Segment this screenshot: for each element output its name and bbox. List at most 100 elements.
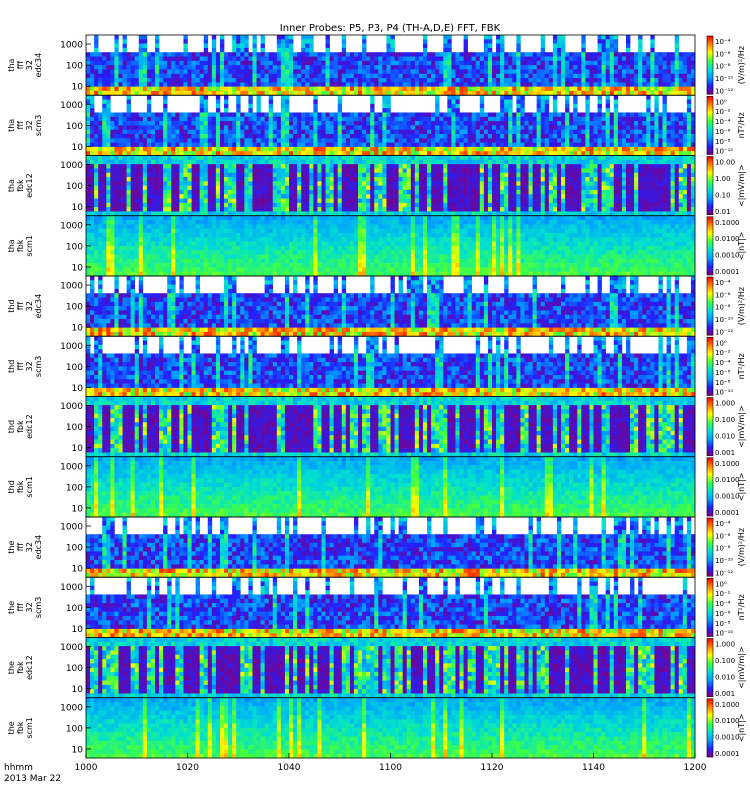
spectrogram-cell [187,189,192,195]
spectrogram-cell [187,52,192,57]
spectrogram-cell [605,52,611,57]
spectrogram-cell [512,125,517,130]
spectrogram-cell [382,138,387,143]
spectrogram-cell [329,142,334,148]
spectrogram-cell [203,142,209,148]
spectrogram-cell [313,159,318,165]
spectrogram-cell [366,172,371,178]
spectrogram-cell [455,65,460,70]
spectrogram-cell [435,99,440,105]
spectrogram-cell [524,211,529,217]
spectrogram-cell [171,112,176,118]
spectrogram-cell [264,112,269,118]
spectrogram-cell [475,189,481,195]
spectrogram-cell [589,138,594,143]
spectrogram-cell [435,121,440,126]
spectrogram-cell [191,202,196,208]
spectrogram-cell [86,82,91,87]
spectrogram-cell [297,202,302,208]
spectrogram-cell [252,164,257,169]
spectrogram-cell [240,172,245,178]
spectrogram-cell [167,73,172,79]
spectrogram-cell [500,133,505,139]
spectrogram-cell [297,86,302,92]
spectrogram-cell [224,65,229,70]
spectrogram-cell [504,146,509,152]
spectrogram-cell [528,112,533,118]
spectrogram-cell [240,73,245,79]
spectrogram-cell [422,86,428,92]
spectrogram-cell [467,211,472,217]
spectrogram-cell [398,69,403,75]
spectrogram-cell [410,52,416,57]
spectrogram-cell [345,69,351,75]
spectrogram-cell [492,198,497,204]
spectrogram-cell [613,116,619,122]
spectrogram-cell [244,125,249,130]
spectrogram-cell [349,202,355,208]
spectrogram-cell [333,155,339,161]
spectrogram-cell [329,177,334,182]
spectrogram-cell [508,207,513,212]
spectrogram-cell [276,73,282,79]
spectrogram-cell [256,65,261,70]
spectrogram-cell [110,185,115,191]
spectrogram-cell [370,155,375,161]
spectrogram-cell [163,202,168,208]
spectrogram-cell [94,198,99,204]
spectrogram-cell [447,151,452,156]
spectrogram-cell [272,177,278,182]
spectrogram-cell [378,121,383,126]
spectrogram-cell [625,69,631,75]
spectrogram-cell [313,177,318,182]
spectrogram-cell [686,129,692,135]
spectrogram-cell [167,129,172,135]
spectrogram-cell [118,185,123,191]
spectrogram-cell [106,116,111,122]
spectrogram-cell [532,159,537,165]
spectrogram-cell [240,207,245,212]
spectrogram-cell [179,73,184,79]
spectrogram-cell [260,82,265,87]
spectrogram-cell [333,125,339,130]
spectrogram-cell [374,112,379,118]
spectrogram-cell [284,103,290,109]
spectrogram-cell [427,90,432,96]
spectrogram-cell [496,142,501,148]
spectrogram-cell [329,181,334,186]
spectrogram-cell [496,82,501,87]
spectrogram-cell [256,103,261,109]
spectrogram-cell [552,99,558,105]
spectrogram-cell [621,65,627,70]
spectrogram-cell [682,151,688,156]
spectrogram-cell [414,168,420,174]
spectrogram-cell [142,69,148,75]
spectrogram-cell [134,90,140,96]
spectrogram-cell [512,56,517,62]
spectrogram-cell [146,164,152,169]
spectrogram-cell [536,69,542,75]
spectrogram-cell [297,189,302,195]
spectrogram-cell [609,78,615,83]
spectrogram-cell [349,172,355,178]
spectrogram-cell [670,151,675,156]
spectrogram-cell [532,168,537,174]
spectrogram-cell [276,129,282,135]
spectrogram-cell [268,133,274,139]
spectrogram-cell [228,56,233,62]
spectrogram-cell [150,177,156,182]
spectrogram-cell [658,60,663,66]
spectrogram-cell [382,125,387,130]
spectrogram-cell [301,168,306,174]
spectrogram-cell [508,181,513,186]
spectrogram-cell [219,65,225,70]
spectrogram-cell [159,164,164,169]
spectrogram-cell [552,103,558,109]
spectrogram-cell [195,86,200,92]
spectrogram-cell [313,129,318,135]
spectrogram-cell [280,69,286,75]
spectrogram-cell [345,82,351,87]
spectrogram-cell [297,112,302,118]
spectrogram-cell [422,39,428,44]
spectrogram-cell [126,198,131,204]
